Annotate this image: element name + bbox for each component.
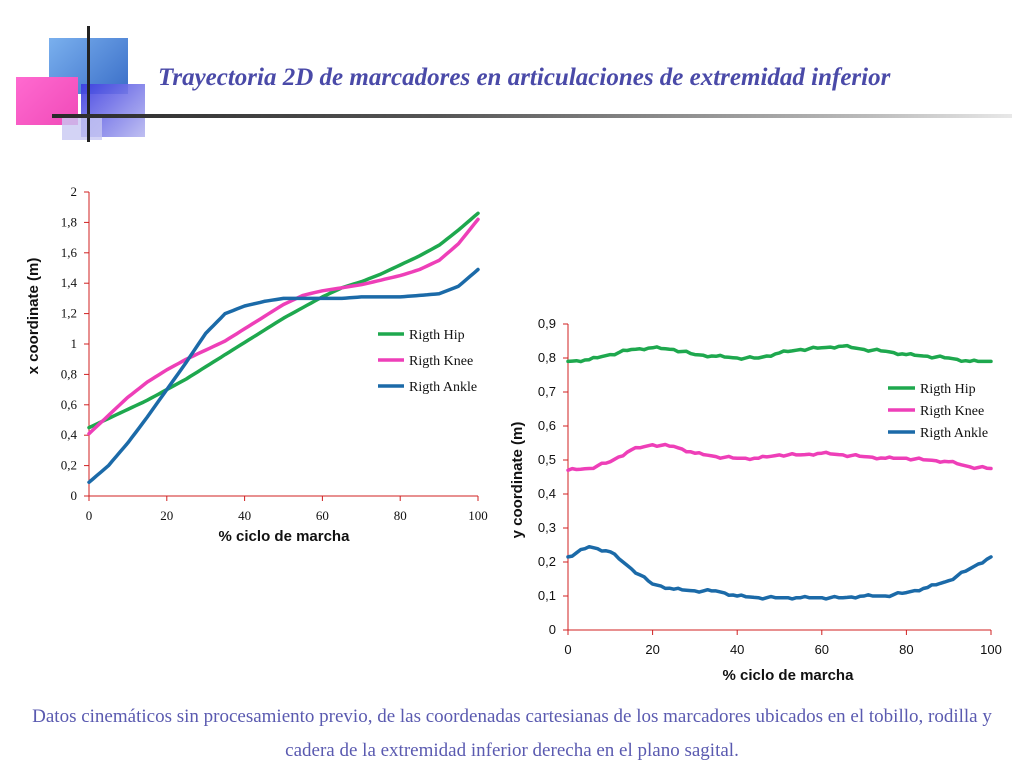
y-tick-label: 2 (71, 184, 78, 199)
y-tick-label: 1,2 (61, 306, 77, 321)
y-tick-label: 0 (71, 488, 78, 503)
series-line-rigth-knee (87, 217, 480, 436)
x-tick-label: 60 (815, 642, 829, 657)
legend-label: Rigth Ankle (920, 426, 988, 441)
y-tick-label: 0,9 (538, 316, 556, 331)
page-title: Trayectoria 2D de marcadores en articula… (158, 64, 891, 91)
legend-label: Rigth Ankle (409, 380, 477, 395)
caption-text: Datos cinemáticos sin procesamiento prev… (32, 706, 992, 761)
x-tick-label: 40 (730, 642, 744, 657)
y-tick-label: 0,3 (538, 520, 556, 535)
series-line-rigth-knee (566, 442, 993, 472)
x-axis-label: % ciclo de marcha (219, 528, 351, 545)
y-tick-label: 0,2 (61, 458, 77, 473)
x-tick-label: 20 (160, 508, 173, 523)
x-tick-label: 80 (394, 508, 407, 523)
x-tick-label: 0 (564, 642, 571, 657)
series-line-rigth-hip (566, 343, 993, 364)
y-coordinate-chart: 0 0,1 0,2 0,3 0,4 0,5 0,6 0,7 0,8 0,9 0 20 40 60 80 100… (509, 316, 1002, 684)
x-tick-label: 60 (316, 508, 329, 523)
y-tick-label: 0 (549, 622, 556, 637)
y-tick-label: 1,6 (61, 245, 78, 260)
legend-label: Rigth Knee (409, 354, 473, 369)
x-coordinate-chart: 00,20,40,60,811,21,41,61,820 20 40 60 80 100x… (25, 184, 488, 545)
legend-label: Rigth Hip (920, 382, 976, 397)
title-underline (52, 114, 1012, 118)
x-tick-label: 20 (645, 642, 659, 657)
legend-label: Rigth Knee (920, 404, 984, 419)
series-line-rigth-ankle (566, 544, 993, 601)
y-tick-label: 0,8 (538, 350, 556, 365)
y-tick-label: 0,6 (538, 418, 556, 433)
y-tick-label: 0,4 (538, 486, 556, 501)
x-axis-label: % ciclo de marcha (723, 667, 855, 684)
y-tick-label: 0,6 (61, 397, 78, 412)
x-tick-label: 40 (238, 508, 251, 523)
y-tick-label: 0,4 (61, 427, 78, 442)
x-tick-label: 100 (980, 642, 1002, 657)
x-tick-label: 100 (468, 508, 488, 523)
y-tick-label: 1,4 (61, 275, 78, 290)
y-tick-label: 0,7 (538, 384, 556, 399)
y-axis-label: y coordinate (m) (509, 422, 526, 539)
legend-label: Rigth Hip (409, 328, 465, 343)
series-line-rigth-hip (87, 211, 480, 430)
y-tick-label: 1,8 (61, 214, 77, 229)
y-axis-label: x coordinate (m) (25, 258, 42, 375)
y-tick-label: 1 (71, 336, 78, 351)
deco-vertical-line (87, 26, 90, 142)
y-tick-label: 0,8 (61, 366, 77, 381)
y-tick-label: 0,2 (538, 554, 556, 569)
series-line-rigth-ankle (87, 267, 480, 485)
deco-square-light (62, 118, 102, 140)
x-tick-label: 0 (86, 508, 93, 523)
y-tick-label: 0,5 (538, 452, 556, 467)
x-tick-label: 80 (899, 642, 913, 657)
y-tick-label: 0,1 (538, 588, 556, 603)
